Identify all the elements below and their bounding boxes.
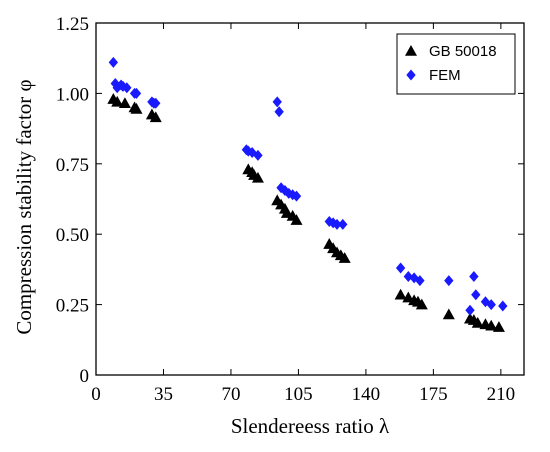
data-point [471, 316, 484, 328]
data-point [118, 97, 131, 109]
data-point [415, 298, 428, 310]
data-point [498, 300, 508, 312]
data-point [274, 106, 284, 118]
data-point [486, 299, 496, 311]
data-point [485, 319, 498, 331]
data-point [395, 262, 406, 274]
data-point [247, 147, 257, 159]
data-point [415, 275, 425, 287]
x-axis: 0 35 70 105 140 175 210 [91, 23, 515, 405]
data-point [442, 308, 455, 320]
data-point [469, 270, 479, 282]
data-marks [107, 56, 508, 332]
data-point [151, 97, 161, 109]
data-point [251, 171, 264, 183]
legend-marker-diamond [406, 69, 416, 81]
data-point [130, 102, 143, 114]
legend: GB 50018 FEM [396, 33, 516, 95]
x-tick-label: 210 [487, 384, 516, 405]
data-point [394, 288, 407, 300]
data-point [272, 96, 282, 108]
y-axis: 0 0.25 0.50 0.75 1.00 1.25 [56, 14, 524, 387]
y-tick-label: 0.75 [56, 155, 89, 176]
data-point [284, 187, 294, 199]
data-point [338, 252, 351, 263]
y-axis-label: Compression stability factor φ [12, 79, 36, 334]
data-point [253, 149, 263, 161]
y-tick-label: 1.25 [56, 14, 89, 35]
data-point [108, 56, 119, 68]
y-tick-label: 0.50 [56, 225, 89, 246]
x-axis-label: Slendereess ratio λ [231, 414, 390, 438]
data-point [328, 217, 338, 229]
x-tick-label: 105 [284, 384, 313, 405]
legend-label: FEM [429, 67, 461, 84]
data-point [149, 111, 162, 123]
data-point [122, 82, 132, 94]
data-point [444, 275, 454, 287]
data-point [465, 304, 475, 316]
data-point [332, 218, 342, 230]
x-tick-label: 175 [419, 384, 448, 405]
data-point [403, 270, 413, 282]
data-point [324, 216, 334, 228]
data-point [111, 95, 124, 107]
data-point [338, 218, 348, 230]
x-tick-label: 140 [352, 384, 381, 405]
legend-box [396, 33, 516, 95]
data-point [409, 272, 419, 284]
series-gb50018 [107, 93, 505, 332]
legend-label: GB 50018 [429, 43, 497, 60]
y-tick-label: 1.00 [56, 84, 89, 105]
x-tick-label: 0 [91, 384, 101, 405]
data-point [471, 289, 481, 301]
data-point [291, 190, 302, 202]
data-point [492, 321, 505, 332]
y-tick-label: 0 [80, 366, 90, 387]
data-point [290, 214, 303, 225]
y-tick-label: 0.25 [56, 296, 89, 317]
plot-area-frame [95, 22, 525, 376]
data-point [480, 296, 491, 308]
x-tick-label: 70 [221, 384, 240, 405]
series-fem [108, 56, 508, 316]
data-point [131, 87, 142, 99]
x-tick-label: 35 [154, 384, 173, 405]
legend-marker-triangle [405, 45, 417, 56]
